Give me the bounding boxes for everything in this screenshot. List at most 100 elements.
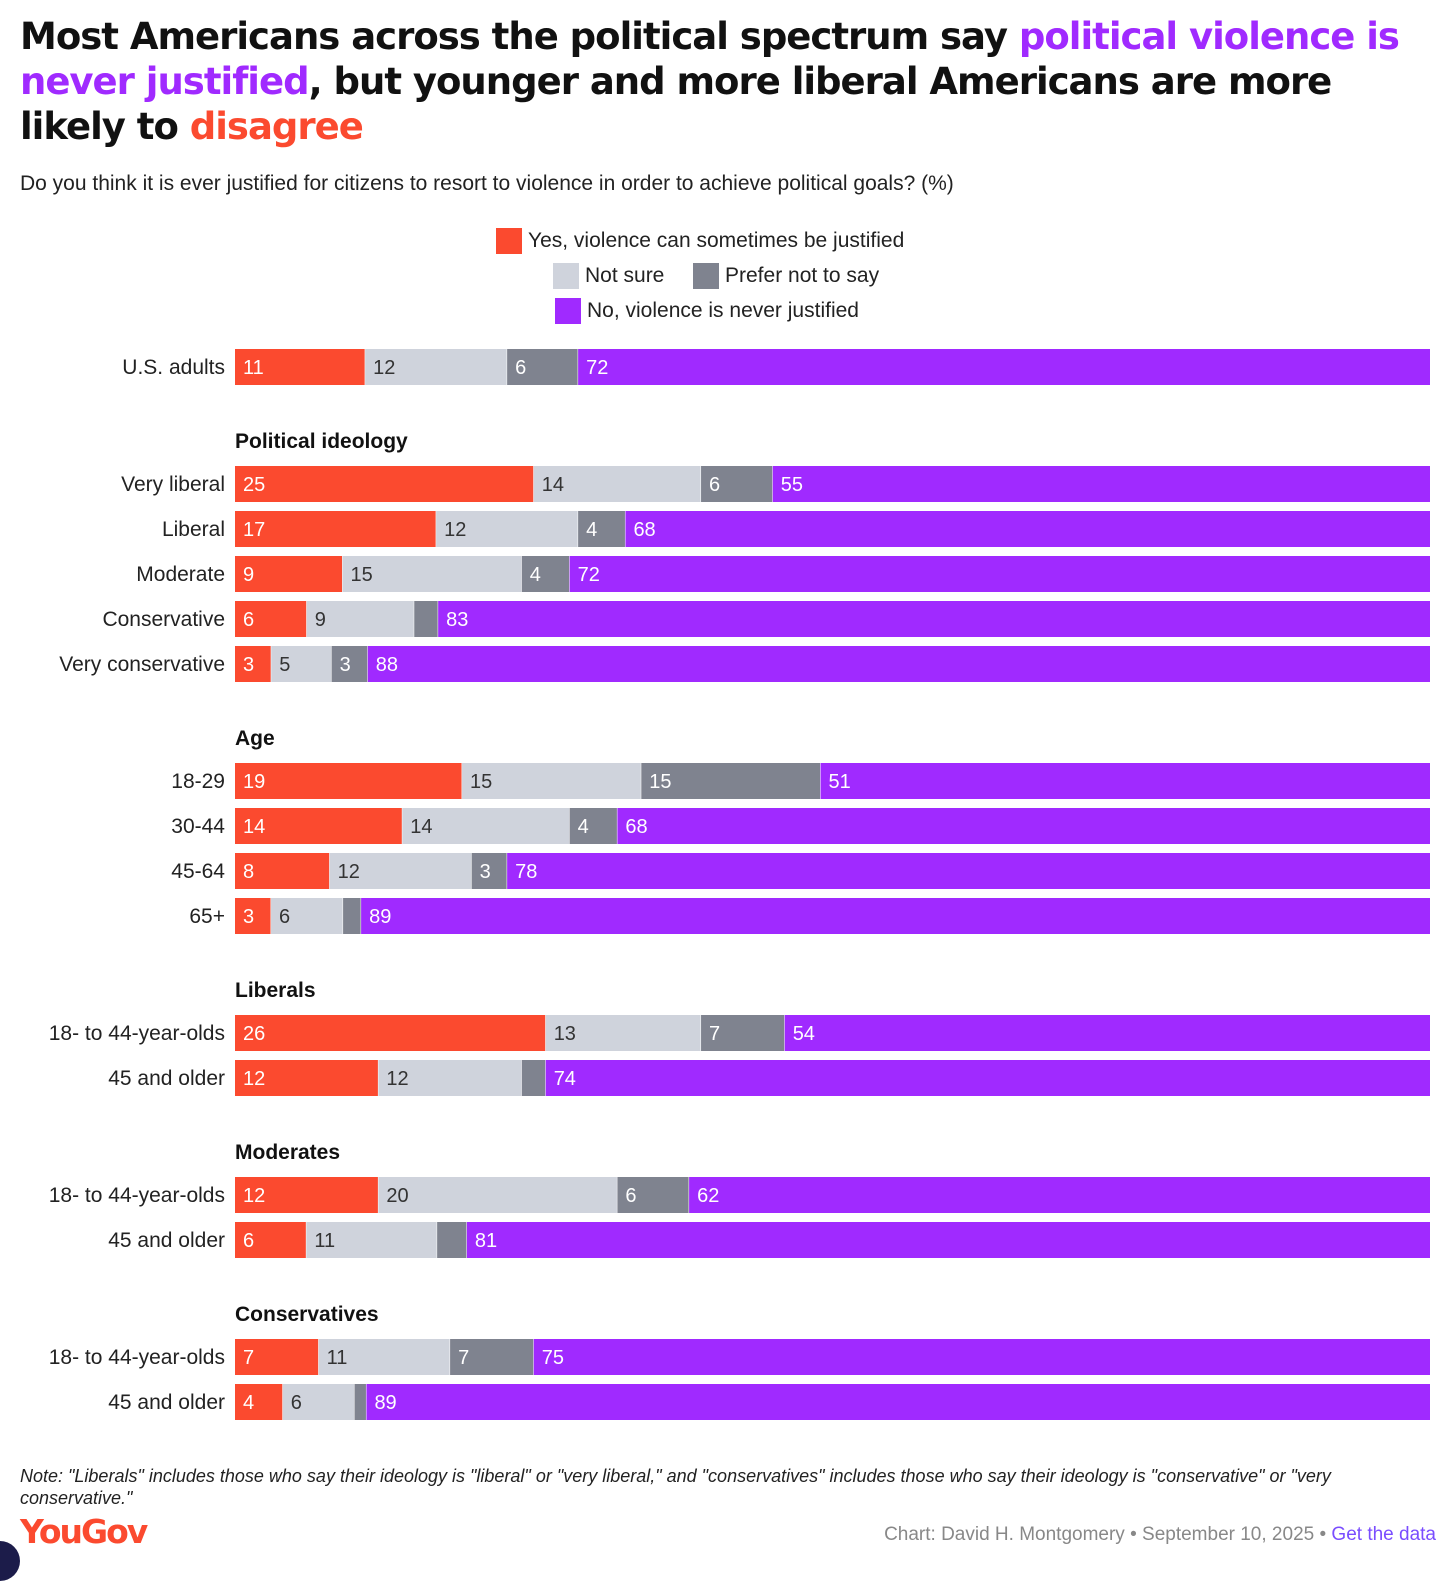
- bar-segment-not_sure-liberals-45-and-older: [378, 1060, 522, 1096]
- bar-segment-prefer_not-all-u-s-adults: [507, 349, 579, 385]
- bar-segment-prefer_not-political-ideology-very-liberal: [701, 466, 773, 502]
- group-heading-age: Age: [235, 727, 275, 750]
- bar-segment-prefer_not-liberals-18-to-44-year-olds: [701, 1015, 785, 1051]
- data-label-no-all-u-s-adults: 72: [586, 357, 608, 379]
- bar-segment-prefer_not-political-ideology-very-conservative: [331, 646, 368, 682]
- row-label-age-18-29: 18-29: [171, 770, 225, 793]
- bar-segment-prefer_not-political-ideology-liberal: [578, 511, 626, 547]
- data-label-no-political-ideology-very-conservative: 88: [376, 654, 398, 676]
- row-label-conservatives-18-to-44-year-olds: 18- to 44-year-olds: [49, 1346, 225, 1369]
- bar-segment-prefer_not-moderates-45-and-older: [437, 1222, 467, 1258]
- legend-label-no: No, violence is never justified: [587, 299, 859, 322]
- data-label-yes-conservatives-45-and-older: 4: [243, 1392, 254, 1414]
- bar-segment-not_sure-conservatives-45-and-older: [282, 1384, 355, 1420]
- data-label-prefer_not-moderates-18-to-44-year-olds: 6: [625, 1185, 636, 1207]
- bar-segment-no-political-ideology-moderate: [569, 556, 1430, 592]
- data-label-yes-political-ideology-liberal: 17: [243, 519, 265, 541]
- data-label-not_sure-age-30-44: 14: [410, 816, 432, 838]
- data-label-not_sure-political-ideology-moderate: 15: [351, 564, 373, 586]
- title-highlight-never-justified: political violence is never justified: [20, 15, 1400, 103]
- chart-note: Note: "Liberals" includes those who say …: [20, 1466, 1331, 1508]
- bar-segment-yes-political-ideology-liberal: [235, 511, 437, 547]
- bar-segment-no-political-ideology-liberal: [625, 511, 1430, 547]
- bar-segment-prefer_not-political-ideology-moderate: [521, 556, 570, 592]
- bar-segment-not_sure-age-30-44: [402, 808, 570, 844]
- bar-segment-not_sure-all-u-s-adults: [365, 349, 508, 385]
- data-label-prefer_not-liberals-18-to-44-year-olds: 7: [709, 1023, 720, 1045]
- bar-segment-not_sure-moderates-45-and-older: [306, 1222, 438, 1258]
- legend-label-yes: Yes, violence can sometimes be justified: [528, 229, 905, 252]
- bar-segment-yes-conservatives-18-to-44-year-olds: [235, 1339, 319, 1375]
- data-label-yes-political-ideology-very-conservative: 3: [243, 654, 254, 676]
- legend-item-no: No, violence is never justified: [555, 298, 859, 324]
- data-label-no-moderates-18-to-44-year-olds: 62: [697, 1185, 719, 1207]
- bar-segment-not_sure-political-ideology-very-liberal: [533, 466, 702, 502]
- bar-segment-no-age-45-64: [507, 853, 1430, 889]
- get-the-data-link[interactable]: Get the data: [1331, 1524, 1436, 1545]
- row-label-liberals-45-and-older: 45 and older: [108, 1067, 225, 1090]
- bar-segment-yes-conservatives-45-and-older: [235, 1384, 283, 1420]
- legend-swatch-not-sure: [553, 263, 579, 289]
- bar-segment-no-all-u-s-adults: [578, 349, 1430, 385]
- data-label-prefer_not-age-18-29: 15: [649, 771, 671, 793]
- bar-segment-yes-age-65: [235, 898, 272, 934]
- bar-segment-yes-political-ideology-very-liberal: [235, 466, 534, 502]
- bar-segment-yes-age-18-29: [235, 763, 463, 799]
- data-label-not_sure-political-ideology-very-liberal: 14: [542, 474, 564, 496]
- row-label-political-ideology-very-conservative: Very conservative: [59, 653, 225, 676]
- chart-subtitle: Do you think it is ever justified for ci…: [20, 172, 954, 195]
- bar-segment-prefer_not-political-ideology-conservative: [414, 601, 439, 637]
- bar-segment-yes-political-ideology-moderate: [235, 556, 343, 592]
- data-label-prefer_not-political-ideology-liberal: 4: [586, 519, 597, 541]
- yougov-logo: YouGov: [20, 1512, 148, 1551]
- data-label-yes-age-65: 3: [243, 906, 254, 928]
- bar-segment-not_sure-political-ideology-very-conservative: [271, 646, 332, 682]
- bar-segment-prefer_not-moderates-18-to-44-year-olds: [617, 1177, 690, 1213]
- data-label-no-political-ideology-liberal: 68: [633, 519, 655, 541]
- legend-label-prefer-not: Prefer not to say: [725, 264, 880, 287]
- data-label-prefer_not-age-45-64: 3: [480, 861, 491, 883]
- bar-segment-prefer_not-age-18-29: [641, 763, 821, 799]
- bar-segment-yes-liberals-45-and-older: [235, 1060, 379, 1096]
- row-label-political-ideology-very-liberal: Very liberal: [121, 473, 225, 496]
- bar-segment-no-political-ideology-very-liberal: [772, 466, 1430, 502]
- data-label-no-age-45-64: 78: [515, 861, 537, 883]
- data-label-no-political-ideology-very-liberal: 55: [781, 474, 803, 496]
- bar-segment-not_sure-liberals-18-to-44-year-olds: [545, 1015, 702, 1051]
- row-label-conservatives-45-and-older: 45 and older: [108, 1391, 225, 1414]
- title-part-1: Most Americans across the political spec…: [20, 15, 1019, 58]
- bar-segment-not_sure-moderates-18-to-44-year-olds: [378, 1177, 618, 1213]
- data-label-no-age-65: 89: [369, 906, 391, 928]
- data-label-yes-moderates-45-and-older: 6: [243, 1230, 254, 1252]
- bar-segment-yes-age-45-64: [235, 853, 330, 889]
- bar-segment-no-age-65: [361, 898, 1430, 934]
- bar-segment-not_sure-political-ideology-moderate: [342, 556, 522, 592]
- data-label-not_sure-moderates-18-to-44-year-olds: 20: [386, 1185, 408, 1207]
- bar-segment-no-age-30-44: [617, 808, 1430, 844]
- bar-segment-yes-all-u-s-adults: [235, 349, 366, 385]
- bar-segment-no-conservatives-18-to-44-year-olds: [533, 1339, 1430, 1375]
- legend-item-not-sure: Not sure: [553, 263, 664, 289]
- group-heading-conservatives: Conservatives: [235, 1303, 379, 1326]
- data-label-not_sure-conservatives-18-to-44-year-olds: 11: [327, 1347, 348, 1369]
- bar-segment-prefer_not-conservatives-45-and-older: [354, 1384, 367, 1420]
- legend-item-prefer-not: Prefer not to say: [693, 263, 879, 289]
- data-label-not_sure-conservatives-45-and-older: 6: [291, 1392, 302, 1414]
- data-label-no-conservatives-45-and-older: 89: [374, 1392, 396, 1414]
- data-label-not_sure-political-ideology-very-conservative: 5: [279, 654, 290, 676]
- bar-segment-no-moderates-18-to-44-year-olds: [689, 1177, 1430, 1213]
- data-label-no-political-ideology-conservative: 83: [446, 609, 468, 631]
- group-heading-moderates: Moderates: [235, 1141, 340, 1164]
- data-label-not_sure-political-ideology-conservative: 9: [315, 609, 326, 631]
- chart-credit: Chart: David H. Montgomery • September 1…: [884, 1524, 1436, 1546]
- data-label-no-moderates-45-and-older: 81: [475, 1230, 497, 1252]
- bar-segment-yes-political-ideology-very-conservative: [235, 646, 272, 682]
- data-label-prefer_not-political-ideology-moderate: 4: [530, 564, 541, 586]
- title-highlight-disagree: disagree: [189, 105, 364, 148]
- data-label-yes-age-18-29: 19: [243, 771, 265, 793]
- legend-item-yes: Yes, violence can sometimes be justified: [496, 228, 904, 254]
- bar-segment-not_sure-conservatives-18-to-44-year-olds: [318, 1339, 451, 1375]
- bar-segment-prefer_not-liberals-45-and-older: [521, 1060, 546, 1096]
- data-label-yes-age-45-64: 8: [243, 861, 254, 883]
